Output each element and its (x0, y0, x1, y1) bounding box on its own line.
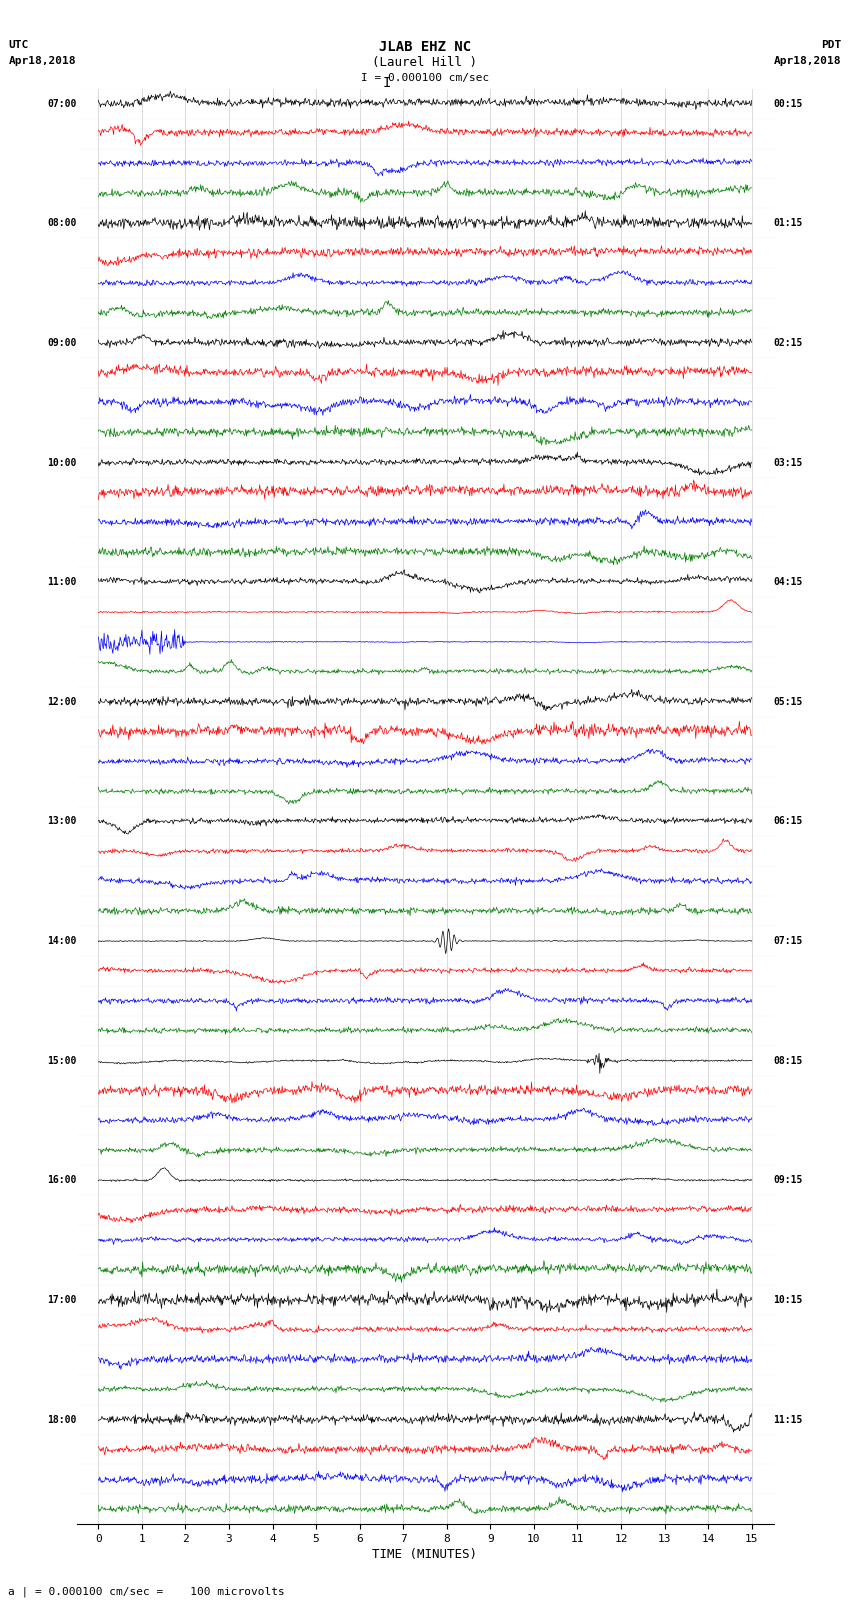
Text: 17:00: 17:00 (47, 1295, 76, 1305)
Text: I = 0.000100 cm/sec: I = 0.000100 cm/sec (361, 73, 489, 82)
Text: 11:15: 11:15 (774, 1415, 803, 1424)
Text: 09:00: 09:00 (47, 339, 76, 348)
Text: 04:15: 04:15 (774, 577, 803, 587)
X-axis label: TIME (MINUTES): TIME (MINUTES) (372, 1548, 478, 1561)
Text: 02:15: 02:15 (774, 339, 803, 348)
Text: a | = 0.000100 cm/sec =    100 microvolts: a | = 0.000100 cm/sec = 100 microvolts (8, 1586, 286, 1597)
Text: 15:00: 15:00 (47, 1057, 76, 1066)
Text: 16:00: 16:00 (47, 1176, 76, 1186)
Text: JLAB EHZ NC: JLAB EHZ NC (379, 40, 471, 55)
Text: 11:00: 11:00 (47, 577, 76, 587)
Text: 14:00: 14:00 (47, 936, 76, 947)
Text: 03:15: 03:15 (774, 458, 803, 468)
Text: 10:00: 10:00 (47, 458, 76, 468)
Text: 13:00: 13:00 (47, 816, 76, 826)
Text: 12:00: 12:00 (47, 697, 76, 706)
Text: 09:15: 09:15 (774, 1176, 803, 1186)
Text: Apr18,2018: Apr18,2018 (774, 56, 842, 66)
Text: 01:15: 01:15 (774, 218, 803, 229)
Text: 05:15: 05:15 (774, 697, 803, 706)
Text: 00:15: 00:15 (774, 98, 803, 108)
Text: 07:15: 07:15 (774, 936, 803, 947)
Text: 18:00: 18:00 (47, 1415, 76, 1424)
Text: Apr18,2018: Apr18,2018 (8, 56, 76, 66)
Text: UTC: UTC (8, 40, 29, 50)
Text: (Laurel Hill ): (Laurel Hill ) (372, 56, 478, 69)
Text: 08:15: 08:15 (774, 1057, 803, 1066)
Text: PDT: PDT (821, 40, 842, 50)
Text: I: I (382, 76, 391, 90)
Text: 06:15: 06:15 (774, 816, 803, 826)
Text: 07:00: 07:00 (47, 98, 76, 108)
Text: 10:15: 10:15 (774, 1295, 803, 1305)
Text: 08:00: 08:00 (47, 218, 76, 229)
